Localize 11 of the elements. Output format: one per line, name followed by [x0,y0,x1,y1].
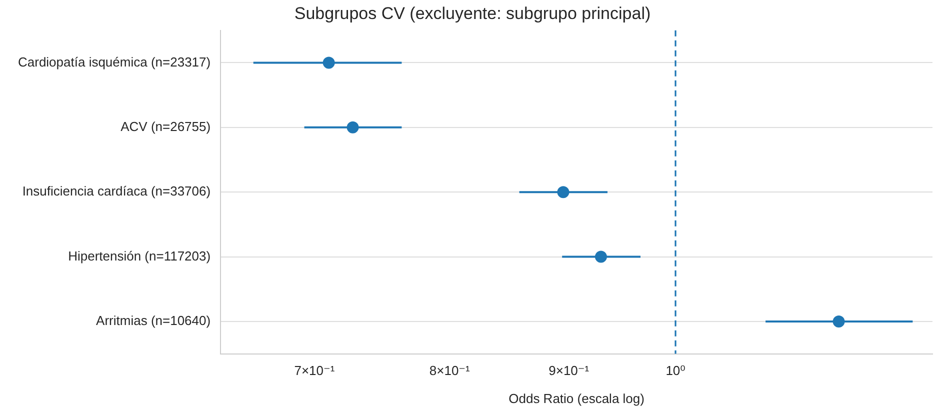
x-tick-label: 10⁰ [666,363,686,378]
x-tick-label: 9×10⁻¹ [548,363,590,378]
x-axis-title: Odds Ratio (escala log) [508,390,644,406]
chart-title: Subgrupos CV (excluyente: subgrupo principal) [294,4,651,23]
y-tick-label: ACV (n=26755) [120,119,211,134]
x-tick-label: 8×10⁻¹ [429,363,471,378]
y-tick-label: Hipertensión (n=117203) [68,248,211,264]
y-tick-label: Arritmias (n=10640) [96,313,211,328]
x-tick-label: 7×10⁻¹ [294,363,336,378]
y-tick-label: Insuficiencia cardíaca (n=33706) [22,184,211,199]
y-tick-label: Cardiopatía isquémica (n=23317) [18,54,211,70]
